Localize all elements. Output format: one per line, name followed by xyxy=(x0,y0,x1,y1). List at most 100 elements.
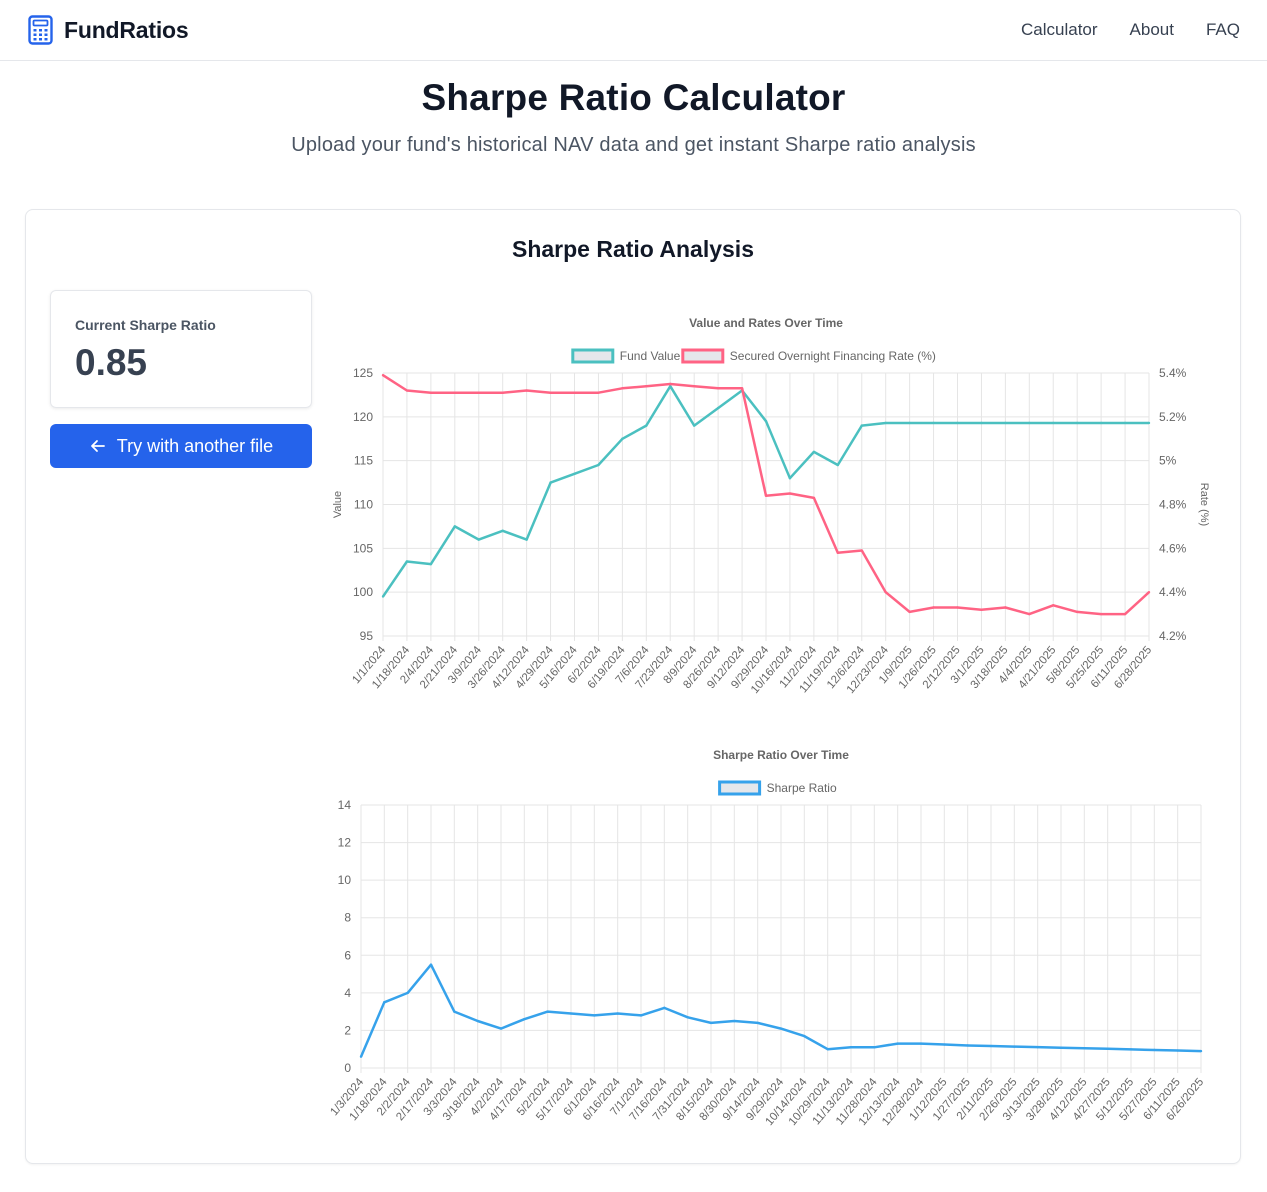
data-point-1 xyxy=(453,391,457,394)
y-tick-label: 8 xyxy=(344,911,351,925)
data-point-0 xyxy=(616,1012,619,1015)
data-point-0 xyxy=(836,463,840,467)
data-point-0 xyxy=(1028,421,1031,425)
data-point-1 xyxy=(1123,612,1127,616)
data-point-0 xyxy=(1176,1049,1179,1052)
data-point-0 xyxy=(476,1019,479,1023)
y2-axis-title: Rate (%) xyxy=(1198,483,1210,526)
data-point-1 xyxy=(908,610,911,614)
data-point-0 xyxy=(932,421,935,425)
data-point-0 xyxy=(501,529,504,532)
y-tick-label: 110 xyxy=(354,498,373,512)
data-point-0 xyxy=(756,1021,759,1025)
data-point-0 xyxy=(884,421,887,425)
data-point-0 xyxy=(1083,1047,1086,1050)
y-tick-label: 6 xyxy=(344,948,351,962)
data-point-1 xyxy=(764,494,768,497)
data-point-0 xyxy=(383,1001,386,1004)
nav-link-about[interactable]: About xyxy=(1129,20,1174,39)
data-point-1 xyxy=(405,389,409,392)
try-another-file-button[interactable]: Try with another file xyxy=(50,424,312,468)
y2-tick-label: 4.8% xyxy=(1159,498,1187,512)
data-point-1 xyxy=(645,384,648,388)
data-point-0 xyxy=(405,560,409,563)
data-point-0 xyxy=(779,1027,783,1030)
hero: Sharpe Ratio Calculator Upload your fund… xyxy=(0,76,1267,158)
data-point-0 xyxy=(849,1046,853,1049)
data-point-0 xyxy=(669,384,672,388)
data-point-1 xyxy=(1004,606,1007,609)
nav-link-faq[interactable]: FAQ xyxy=(1205,20,1240,39)
try-another-file-label: Try with another file xyxy=(116,435,274,456)
data-point-1 xyxy=(692,384,696,388)
data-point-0 xyxy=(686,1016,689,1019)
nav-link-calculator[interactable]: Calculator xyxy=(1021,20,1098,39)
data-point-1 xyxy=(381,373,385,377)
data-point-0 xyxy=(1123,421,1127,425)
sharpe-stat-box: Current Sharpe Ratio 0.85 xyxy=(50,290,312,408)
data-point-0 xyxy=(1153,1048,1156,1052)
data-point-0 xyxy=(709,1021,713,1025)
data-point-1 xyxy=(812,496,816,500)
data-point-1 xyxy=(932,606,935,609)
data-point-0 xyxy=(980,421,983,425)
sharpe-ratio-chart: Sharpe Ratio Over Time Sharpe Ratio 14 12 10… xyxy=(328,748,1206,1128)
data-point-0 xyxy=(812,450,816,454)
data-point-0 xyxy=(1129,1048,1133,1051)
y-tick-label: 120 xyxy=(353,410,373,424)
y-tick-label: 0 xyxy=(344,1061,351,1075)
y-tick-label: 125 xyxy=(353,366,373,380)
data-point-0 xyxy=(359,1055,363,1058)
data-point-0 xyxy=(569,1012,573,1015)
data-point-0 xyxy=(873,1046,876,1049)
data-point-1 xyxy=(836,551,840,554)
data-point-0 xyxy=(523,1017,526,1021)
data-point-0 xyxy=(1013,1045,1016,1048)
data-point-0 xyxy=(621,437,624,440)
data-point-1 xyxy=(597,391,600,394)
data-point-0 xyxy=(546,1010,549,1013)
nav-links: Calculator About FAQ xyxy=(1021,20,1240,40)
data-point-0 xyxy=(429,963,433,966)
y-tick-label: 95 xyxy=(360,629,374,643)
legend-label-1: Secured Overnight Financing Rate (%) xyxy=(730,349,936,363)
chart-title: Value and Rates Over Time xyxy=(689,316,843,330)
data-point-0 xyxy=(1147,421,1151,425)
y-tick-label: 14 xyxy=(338,798,352,812)
arrow-left-icon xyxy=(90,440,105,452)
data-point-0 xyxy=(966,1044,969,1047)
data-point-1 xyxy=(525,389,528,392)
y2-tick-label: 5.2% xyxy=(1159,410,1187,424)
data-point-1 xyxy=(956,606,959,609)
legend-label-0: Sharpe Ratio xyxy=(767,781,837,795)
data-point-0 xyxy=(919,1042,923,1045)
data-point-0 xyxy=(477,538,480,541)
legend-swatch-0 xyxy=(571,348,615,364)
y-axis-title: Value xyxy=(332,491,344,518)
data-point-1 xyxy=(788,492,792,495)
data-point-0 xyxy=(692,424,696,427)
y-tick-label: 105 xyxy=(353,541,373,555)
stat-label: Current Sharpe Ratio xyxy=(75,317,216,333)
y2-tick-label: 5.4% xyxy=(1159,366,1187,380)
y2-tick-label: 4.6% xyxy=(1159,541,1187,555)
data-point-1 xyxy=(1028,612,1031,616)
data-point-0 xyxy=(1036,1045,1039,1049)
data-point-0 xyxy=(956,421,959,425)
data-point-0 xyxy=(429,562,433,566)
y-tick-label: 100 xyxy=(353,585,373,599)
data-point-0 xyxy=(826,1048,829,1051)
data-point-1 xyxy=(884,590,887,594)
y-tick-label: 4 xyxy=(344,986,351,1000)
data-point-1 xyxy=(477,391,480,394)
data-point-0 xyxy=(803,1034,806,1038)
data-point-0 xyxy=(860,424,863,427)
brand[interactable]: FundRatios xyxy=(28,15,189,45)
data-point-0 xyxy=(1052,421,1055,425)
data-point-1 xyxy=(1052,604,1055,607)
data-point-0 xyxy=(639,1014,643,1017)
data-point-0 xyxy=(908,421,911,425)
data-point-0 xyxy=(663,1006,666,1010)
data-point-0 xyxy=(499,1027,503,1030)
chart-title: Sharpe Ratio Over Time xyxy=(713,748,849,762)
